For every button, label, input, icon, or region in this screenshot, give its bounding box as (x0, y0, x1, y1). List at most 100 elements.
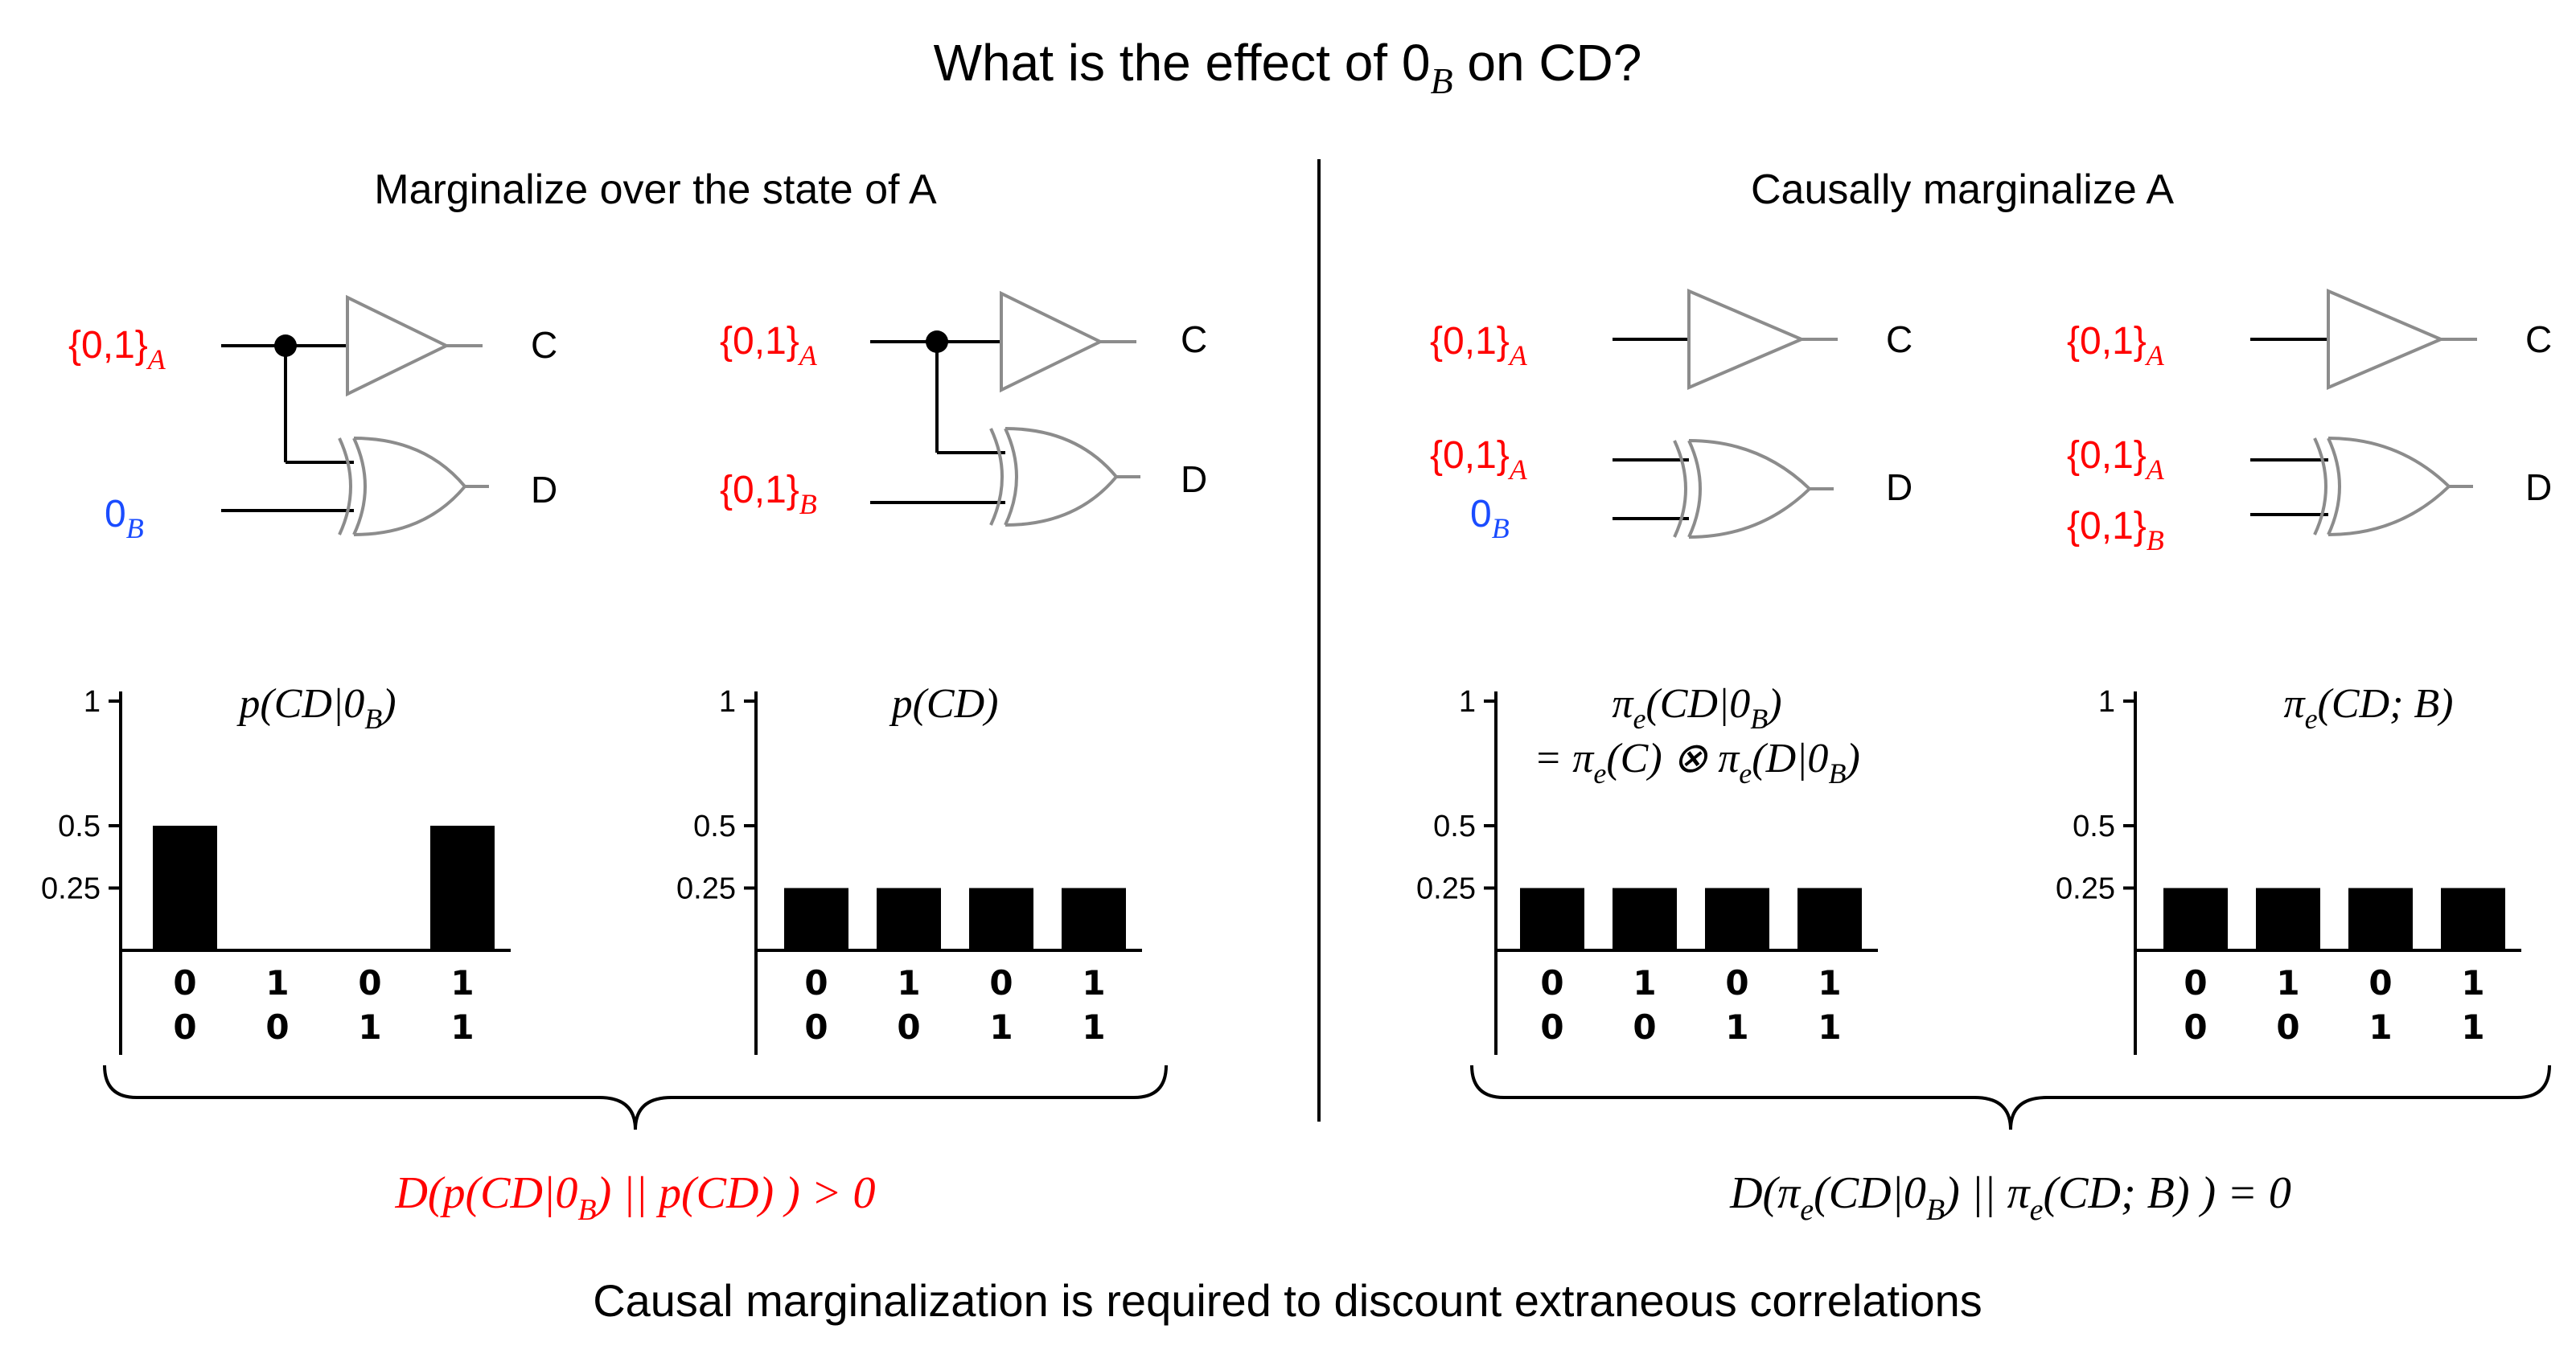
xor-gate (989, 427, 1119, 527)
category-label-row1: 1 (450, 963, 474, 1003)
buffer-gate (346, 294, 450, 397)
category-label-row1: 0 (1725, 963, 1748, 1003)
category-label-row1: 1 (2276, 963, 2299, 1003)
input-b-label: 0B (105, 493, 144, 544)
category-label-row2: 1 (989, 1007, 1013, 1047)
category-label-row1: 0 (1540, 963, 1563, 1003)
output-c-label: C (2525, 318, 2552, 360)
bar (1705, 888, 1769, 950)
chart-3-title: πe(CD|0B) (1612, 681, 1781, 735)
xor-gate (2313, 437, 2451, 536)
bar (1613, 888, 1677, 950)
left-brace (103, 1065, 1168, 1130)
buffer-gate (2327, 288, 2446, 391)
category-label-row2: 0 (265, 1007, 289, 1047)
bar (2163, 888, 2228, 950)
left-heading: Marginalize over the state of A (374, 166, 937, 213)
bar (2256, 888, 2320, 950)
category-label-row2: 1 (2461, 1007, 2484, 1047)
chart-4-title: πe(CD; B) (2284, 681, 2454, 735)
right-heading: Causally marginalize A (1751, 166, 2174, 213)
y-tick-label: 0.25 (676, 872, 736, 906)
category-label-row2: 0 (2184, 1007, 2207, 1047)
circuit-4 (2250, 288, 2477, 536)
category-label-row2: 1 (2369, 1007, 2392, 1047)
bar (1520, 888, 1584, 950)
output-c-label: C (531, 324, 557, 366)
category-label-row2: 1 (1818, 1007, 1841, 1047)
chart-1-title: p(CD|0B) (236, 681, 396, 735)
xor-gate (1673, 439, 1812, 539)
input-b-label: 0B (1470, 493, 1510, 544)
bar (2348, 888, 2413, 950)
input-a-label: {0,1}A (2067, 320, 2165, 371)
footer-caption: Causal marginalization is required to di… (593, 1275, 1982, 1326)
right-divergence: D(πe(CD|0B) || πe(CD; B) ) = 0 (1729, 1168, 2291, 1227)
y-tick-label: 0.5 (693, 810, 736, 843)
category-label-row1: 1 (897, 963, 920, 1003)
category-label-row1: 1 (1082, 963, 1105, 1003)
xor-gate (338, 437, 467, 536)
category-label-row2: 1 (1725, 1007, 1748, 1047)
output-c-label: C (1181, 318, 1207, 360)
category-label-row2: 0 (173, 1007, 196, 1047)
category-label-row2: 0 (897, 1007, 920, 1047)
bar (430, 826, 495, 950)
input-a-label: {0,1}A (1430, 320, 1528, 371)
buffer-gate (1687, 288, 1806, 391)
category-label-row1: 1 (2461, 963, 2484, 1003)
input-b-label: {0,1}B (2067, 505, 2164, 556)
buffer-gate (1000, 290, 1104, 393)
y-tick-label: 0.5 (58, 810, 101, 843)
bar (1062, 888, 1126, 950)
left-divergence: D(p(CD|0B) || p(CD) ) > 0 (394, 1168, 875, 1227)
y-tick-label: 0.5 (1433, 810, 1476, 843)
output-d-label: D (2525, 466, 2552, 508)
category-label-row1: 0 (989, 963, 1013, 1003)
category-label-row1: 0 (173, 963, 196, 1003)
output-d-label: D (531, 469, 557, 511)
category-label-row1: 0 (804, 963, 828, 1003)
y-tick-label: 0.25 (41, 872, 101, 906)
output-c-label: C (1886, 318, 1912, 360)
output-d-label: D (1181, 458, 1207, 500)
right-brace (1470, 1065, 2551, 1130)
category-label-row2: 0 (804, 1007, 828, 1047)
bar (877, 888, 941, 950)
chart-3-subtitle: = πe(C) ⊗ πe(D|0B) (1534, 736, 1860, 790)
bar (153, 826, 217, 950)
bar (969, 888, 1033, 950)
output-d-label: D (1886, 466, 1912, 508)
category-label-row2: 1 (1082, 1007, 1105, 1047)
category-label-row1: 0 (2184, 963, 2207, 1003)
category-label-row1: 1 (1818, 963, 1841, 1003)
category-label-row2: 1 (450, 1007, 474, 1047)
bar (2441, 888, 2505, 950)
category-label-row2: 1 (358, 1007, 381, 1047)
category-label-row2: 0 (2276, 1007, 2299, 1047)
input-b-label: {0,1}B (720, 469, 817, 520)
y-tick-label: 0.25 (2056, 872, 2115, 906)
y-tick-label: 0.25 (1416, 872, 1476, 906)
bar (784, 888, 848, 950)
category-label-row1: 1 (1633, 963, 1656, 1003)
y-tick-label: 1 (1459, 685, 1476, 719)
figure-title: What is the effect of 0B on CD? (934, 34, 1642, 101)
y-tick-label: 1 (84, 685, 101, 719)
input-a-label: {0,1}A (720, 320, 818, 371)
y-tick-label: 1 (719, 685, 736, 719)
y-tick-label: 1 (2098, 685, 2115, 719)
input-a2-label: {0,1}A (1430, 434, 1528, 486)
category-label-row2: 0 (1633, 1007, 1656, 1047)
category-label-row2: 0 (1540, 1007, 1563, 1047)
circuit-2 (870, 290, 1140, 527)
circuit-3 (1613, 288, 1838, 539)
category-label-row1: 1 (265, 963, 289, 1003)
input-a2-label: {0,1}A (2067, 434, 2165, 486)
input-a-label: {0,1}A (68, 324, 166, 375)
y-tick-label: 0.5 (2073, 810, 2115, 843)
